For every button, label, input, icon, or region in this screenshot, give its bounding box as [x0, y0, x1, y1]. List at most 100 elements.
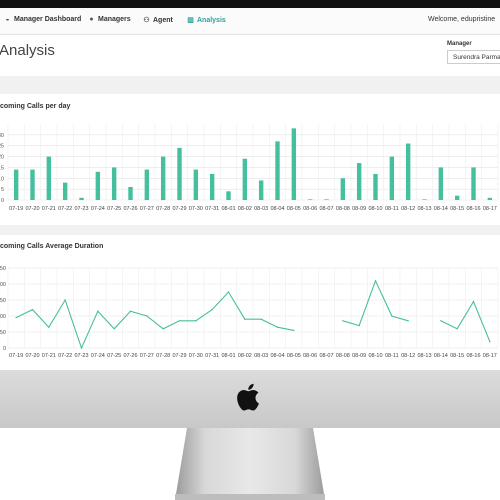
bar [258, 180, 264, 200]
data-point [276, 326, 279, 328]
x-tick-label: 07-28 [156, 206, 170, 212]
x-tick-label: 08-04 [270, 353, 284, 359]
welcome-text[interactable]: Welcome, edupristine [428, 16, 496, 23]
nav-label: Analysis [197, 17, 226, 24]
x-tick-label: 08-15 [450, 206, 464, 212]
nav-managers[interactable]: ● Managers [88, 16, 131, 23]
top-navbar: ◒ Manager Dashboard ● Managers ⚇ Agent ▥ Ana… [0, 8, 500, 35]
data-point [489, 340, 491, 343]
x-tick-label: 08-02 [238, 206, 252, 212]
data-point [472, 300, 475, 303]
x-tick-label: 08-07 [319, 353, 333, 359]
nav-agent[interactable]: ⚇ Agent [143, 16, 172, 24]
data-point [227, 291, 230, 293]
avg-duration-title: coming Calls Average Duration [0, 243, 104, 250]
calls-per-day-chart: 30252015105007-1907-2007-2107-2207-2307-… [0, 124, 499, 212]
bar [177, 147, 182, 200]
x-tick-label: 08-07 [319, 206, 333, 212]
users-icon: ⚇ [143, 17, 150, 24]
data-point [358, 324, 360, 327]
x-tick-label: 07-25 [107, 353, 121, 359]
bar [62, 182, 68, 200]
x-tick-label: 07-23 [74, 206, 88, 212]
y-tick-label: 150 [0, 298, 6, 304]
bar [111, 167, 117, 200]
data-point [211, 308, 213, 311]
manager-label: Manager [447, 41, 472, 47]
series-line [15, 291, 294, 350]
x-tick-label: 08-09 [352, 206, 366, 212]
x-tick-label: 08-06 [303, 206, 317, 212]
apple-logo-icon [237, 383, 259, 411]
bar [340, 178, 346, 200]
data-point [31, 308, 34, 311]
x-tick-label: 07-29 [172, 353, 186, 359]
data-point [195, 320, 197, 322]
calls-per-day-title: coming Calls per day [0, 103, 71, 110]
bar [209, 173, 215, 200]
data-point [244, 318, 246, 320]
x-tick-label: 07-30 [189, 206, 203, 212]
data-point [48, 326, 50, 328]
y-tick-label: 200 [0, 282, 6, 288]
x-tick-label: 07-21 [42, 206, 56, 212]
x-tick-label: 08-03 [254, 353, 268, 359]
data-point [456, 328, 458, 330]
x-tick-label: 07-30 [189, 353, 203, 359]
bar [307, 199, 313, 200]
x-tick-label: 07-31 [205, 353, 219, 359]
x-tick-label: 08-16 [466, 353, 480, 359]
data-point [80, 347, 83, 349]
x-tick-label: 08-01 [221, 206, 235, 212]
x-tick-label: 08-14 [434, 206, 448, 212]
x-tick-label: 08-15 [450, 353, 464, 359]
y-tick-label: 50 [0, 330, 6, 336]
x-tick-label: 07-24 [91, 206, 105, 212]
x-tick-label: 07-20 [25, 353, 39, 359]
bar-chart-icon: ▥ [187, 17, 194, 24]
x-tick-label: 08-13 [417, 353, 431, 359]
bar [193, 169, 199, 200]
manager-select[interactable]: Surendra Parmar [447, 50, 500, 64]
x-tick-label: 08-06 [303, 353, 317, 359]
nav-label: Manager Dashboard [14, 16, 82, 23]
x-tick-label: 08-10 [368, 206, 382, 212]
y-tick-label: 0 [1, 198, 4, 204]
bar [422, 199, 427, 200]
bar [275, 141, 280, 200]
section-divider [0, 225, 500, 235]
data-point [146, 315, 148, 317]
x-tick-label: 07-26 [123, 353, 137, 359]
bar [356, 163, 362, 200]
bar [471, 167, 476, 200]
bar [242, 158, 248, 200]
y-tick-label: 25 [0, 144, 4, 150]
bar [13, 169, 19, 200]
y-tick-label: 100 [0, 314, 6, 320]
x-tick-label: 07-22 [58, 353, 72, 359]
data-point [178, 320, 181, 322]
y-tick-label: 0 [3, 346, 6, 352]
monitor-stand [175, 428, 325, 500]
bar [226, 191, 231, 200]
x-tick-label: 08-05 [287, 353, 301, 359]
x-tick-label: 08-14 [434, 353, 448, 359]
x-tick-label: 08-09 [352, 353, 366, 359]
nav-label: Managers [98, 16, 131, 23]
bar [454, 195, 460, 200]
bar [79, 197, 84, 200]
nav-analysis[interactable]: ▥ Analysis [187, 16, 226, 24]
x-tick-label: 08-08 [336, 206, 350, 212]
x-tick-label: 07-26 [123, 206, 137, 212]
x-tick-label: 08-13 [417, 206, 431, 212]
x-tick-label: 08-03 [254, 206, 268, 212]
x-tick-label: 08-02 [238, 353, 252, 359]
nav-manager-dashboard[interactable]: ◒ Manager Dashboard [4, 16, 81, 23]
y-tick-label: 30 [0, 133, 4, 139]
y-tick-label: 20 [0, 155, 4, 161]
avg-duration-chart: 250 200 150 100 50 007-1907-2007-2107-2207-23… [0, 266, 499, 359]
data-point [293, 329, 295, 332]
y-tick-label: 250 [0, 266, 6, 272]
data-point [162, 328, 164, 330]
data-point [391, 315, 393, 317]
